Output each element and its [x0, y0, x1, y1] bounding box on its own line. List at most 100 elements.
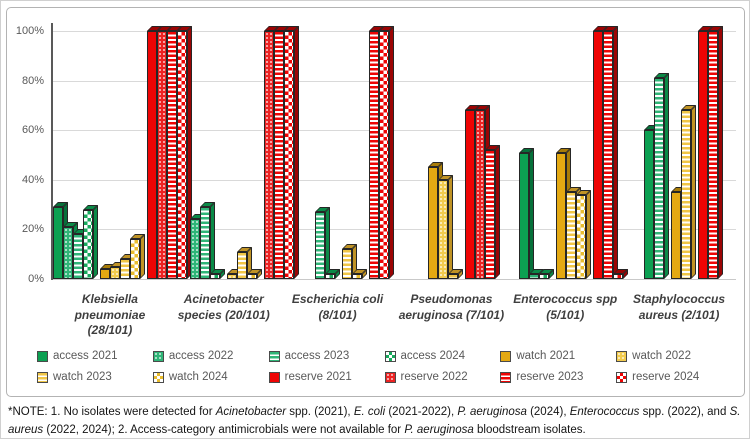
- bar-access-2023: [73, 229, 88, 279]
- bar-side-3d: [209, 202, 215, 279]
- gridline: [53, 80, 736, 82]
- gridline: [53, 179, 736, 181]
- bar-access-2024: [209, 269, 225, 279]
- legend-item-reserve-2023: reserve 2023: [500, 371, 616, 383]
- bar-face: [73, 234, 83, 279]
- bar-face: [110, 266, 120, 279]
- bar-watch-2021: [556, 147, 572, 279]
- legend-label: reserve 2022: [400, 371, 468, 383]
- legend-swatch-watch-2023: [37, 371, 48, 383]
- category-label: Staphylococcus aureus (2/101): [633, 292, 726, 322]
- bar-face: [283, 31, 294, 279]
- note-species-name: P. aeruginosa: [457, 406, 527, 418]
- bar-reserve-2022: [474, 105, 490, 279]
- bar-face: [613, 274, 624, 279]
- legend-item-watch-2021: watch 2021: [500, 350, 616, 362]
- bar-reserve-2021: [147, 26, 162, 279]
- bar-face: [157, 31, 167, 279]
- bar-watch-2023: [120, 254, 135, 279]
- category-label: Pseudomonas aeruginosa (7/101): [398, 292, 505, 322]
- bar-watch-2022: [437, 174, 453, 279]
- gridline: [53, 130, 736, 132]
- plot-area: 0% 20% 40% 60% 80% 100%: [16, 23, 736, 285]
- bar-watch-2021: [671, 187, 687, 279]
- bar-face: [654, 78, 665, 279]
- bar-reserve-2024: [283, 26, 299, 279]
- bar-watch-2022: [110, 261, 125, 279]
- bar-group: [626, 26, 736, 279]
- bar-access-2024: [539, 269, 555, 279]
- bar-face: [698, 31, 709, 279]
- note-species-name: Acinetobacter: [215, 406, 287, 418]
- legend-swatch-access-2022: [152, 350, 164, 362]
- category-label: Klebsiella pneumoniae (28/101): [74, 292, 146, 338]
- bar-access-2023: [654, 73, 670, 279]
- bar-access-2024: [83, 204, 98, 279]
- bar-face: [484, 150, 495, 279]
- legend-item-watch-2023: watch 2023: [37, 371, 153, 383]
- bar-groups: [53, 26, 736, 279]
- note-segment: (2021-2022),: [385, 406, 458, 418]
- bar-face: [324, 274, 335, 279]
- bar-face: [556, 152, 567, 279]
- note-species-name: P. aeruginosa: [404, 424, 474, 437]
- bar-group: [297, 26, 407, 279]
- legend-swatch-access-2024: [384, 350, 396, 362]
- bar-face: [246, 274, 257, 279]
- bar-watch-2024: [351, 269, 367, 279]
- y-tick-label: 0%: [28, 273, 44, 285]
- legend-swatch-reserve-2022: [384, 371, 396, 383]
- bar-face: [603, 31, 614, 279]
- bar-face: [474, 110, 485, 279]
- bar-side-3d: [388, 26, 394, 279]
- legend-label: watch 2021: [516, 350, 576, 362]
- bar-face: [100, 269, 110, 279]
- bar-watch-2023: [447, 269, 463, 279]
- y-tick-label: 80%: [21, 74, 44, 87]
- bar-face: [263, 31, 274, 279]
- bar-reserve-2021: [698, 26, 714, 279]
- y-axis-line: [51, 23, 53, 280]
- bar-watch-2023: [681, 105, 697, 279]
- bar-access-2022: [189, 214, 205, 279]
- y-tick-label: 60%: [21, 124, 44, 137]
- legend-item-access-2023: access 2023: [268, 350, 385, 362]
- legend-swatch-watch-2021: [500, 350, 512, 362]
- bar-face: [167, 31, 177, 279]
- legend-swatch-reserve-2021: [268, 371, 280, 383]
- bar-face: [177, 31, 187, 279]
- bar-watch-2023: [236, 246, 252, 279]
- bar-face: [671, 192, 682, 279]
- bar-face: [120, 259, 130, 279]
- bar-face: [147, 31, 157, 279]
- bar-side-3d: [664, 73, 670, 279]
- bar-reserve-2021: [464, 105, 480, 279]
- legend-swatch-access-2021: [37, 350, 48, 362]
- bar-reserve-2022: [157, 26, 172, 279]
- y-tick-label: 40%: [21, 173, 44, 186]
- bar-reserve-2021: [593, 26, 609, 279]
- bar-access-2024: [324, 269, 340, 279]
- bar-side-3d: [293, 26, 299, 279]
- legend-item-reserve-2022: reserve 2022: [384, 371, 501, 383]
- bar-face: [566, 192, 577, 279]
- bar-side-3d: [494, 145, 500, 279]
- note-species-name: Enterococcus: [569, 406, 640, 418]
- bar-face: [314, 212, 325, 279]
- bar-side-3d: [93, 204, 98, 279]
- bar-face: [273, 31, 284, 279]
- bar-face: [378, 31, 389, 279]
- note-segment: bloodstream isolates.: [473, 424, 586, 437]
- bar-face: [681, 110, 692, 279]
- category-label: Escherichia coli (8/101): [291, 292, 384, 322]
- category-label: Acinetobacter species (20/101): [177, 292, 270, 322]
- legend-swatch-reserve-2023: [500, 371, 512, 383]
- bar-access-2023: [314, 207, 330, 279]
- bar-face: [464, 110, 475, 279]
- bar-face: [83, 209, 93, 279]
- bar-side-3d: [529, 147, 535, 279]
- legend-item-access-2021: access 2021: [37, 350, 153, 362]
- bar-face: [53, 207, 63, 279]
- bar-face: [539, 274, 550, 279]
